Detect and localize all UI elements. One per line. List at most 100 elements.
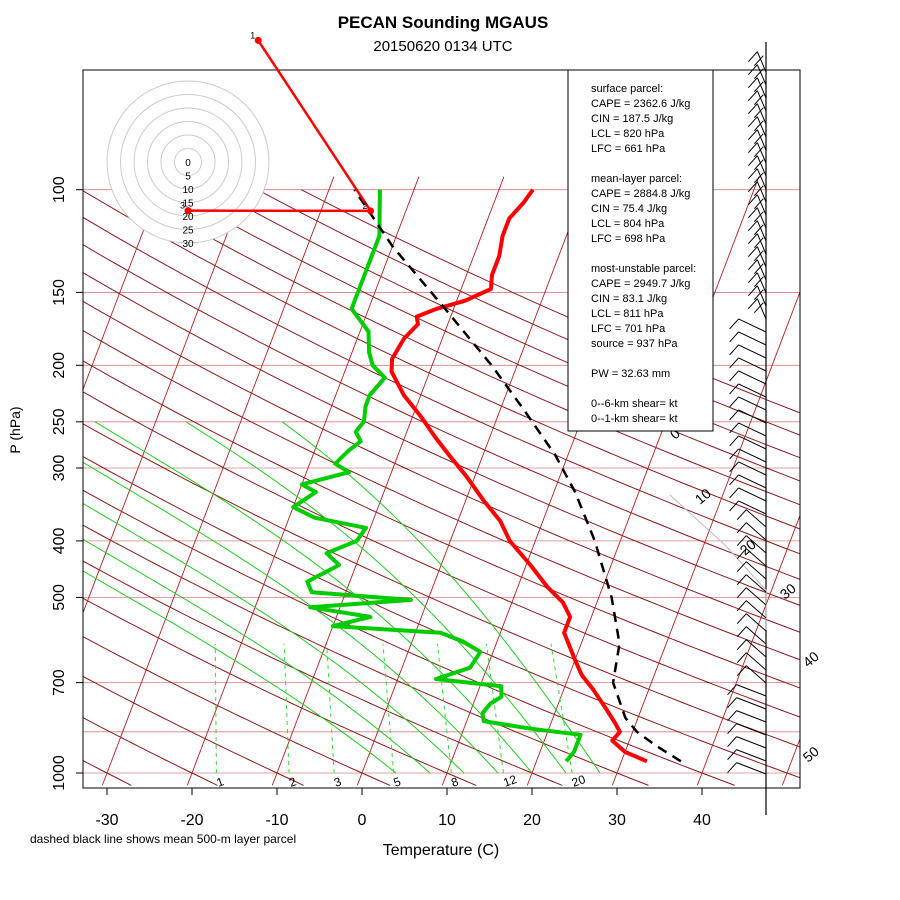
sounding-series	[291, 188, 682, 764]
parcel-info-line: most-unstable parcel:	[591, 263, 696, 275]
hodograph-ring-label: 30	[182, 239, 194, 250]
dry-adiabat	[83, 244, 800, 580]
hodograph-ring	[147, 121, 229, 203]
wind-barb	[745, 522, 767, 541]
wind-barb	[745, 639, 767, 658]
parcel-info-line: CIN = 83.1 J/kg	[591, 293, 667, 305]
wind-barb	[738, 357, 767, 372]
wind-barb-feather	[747, 246, 758, 257]
wind-barb-feather	[736, 522, 747, 534]
parcel-info-line: CIN = 75.4 J/kg	[591, 203, 667, 215]
y-tick-label: 150	[51, 279, 68, 306]
x-tick-label: 40	[693, 812, 711, 829]
hodograph: 0 5 10 15 20 25 30 1 2 3	[106, 30, 375, 250]
wind-barb	[756, 103, 767, 125]
wind-barbs	[669, 42, 767, 815]
wind-barb-feather	[753, 198, 764, 209]
y-tick-label: 500	[51, 584, 68, 611]
x-tick-label: -20	[180, 812, 203, 829]
wind-barb-feather	[729, 500, 739, 512]
wind-barb-feather	[729, 487, 739, 499]
wind-barb-feather	[736, 613, 747, 625]
moist-adiabat	[83, 461, 499, 774]
dry-adiabat	[83, 190, 800, 530]
wind-barb-feather	[747, 220, 758, 231]
hodograph-ring	[120, 94, 256, 230]
wind-barb-feather	[729, 448, 739, 460]
y-tick-label: 400	[51, 527, 68, 554]
wind-barb-feather	[729, 331, 739, 343]
isotherm-label: 50	[800, 743, 822, 765]
wind-barb	[736, 710, 767, 723]
parcel-info-line: LFC = 698 hPa	[591, 233, 666, 245]
chart-subtitle: 20150620 0134 UTC	[373, 38, 512, 55]
hodograph-ring	[106, 80, 270, 244]
wind-barb	[756, 259, 767, 281]
dry-adiabat	[124, 189, 800, 506]
parcel-info-line: source = 937 hPa	[591, 338, 678, 350]
dry-adiabat	[83, 717, 218, 786]
wind-barb	[756, 142, 767, 164]
wind-barb-feather	[727, 697, 737, 708]
wind-barb	[756, 181, 767, 203]
wind-barb	[738, 370, 767, 385]
wind-barb-feather	[736, 548, 747, 560]
mixing-ratio-label: 8	[449, 774, 460, 790]
isotherm-line	[186, 176, 420, 786]
wind-barb-feather	[747, 129, 758, 140]
wind-barb-feather	[729, 422, 739, 434]
hodograph-ring-label: 5	[185, 172, 191, 183]
dry-adiabat	[83, 636, 391, 786]
wind-barb-feather	[747, 90, 758, 101]
wind-barb-feather	[747, 272, 758, 283]
wind-barb	[745, 600, 767, 619]
hodograph-point	[367, 207, 375, 215]
mixing-ratio-line	[485, 643, 504, 774]
parcel-info-line: 0--6-km shear= kt	[591, 398, 678, 410]
wind-barb	[756, 233, 767, 255]
wind-barb-feather	[747, 298, 758, 309]
x-tick-label: 0	[358, 812, 367, 829]
isotherms	[83, 176, 800, 786]
hodograph-ring-label: 25	[182, 226, 194, 237]
wind-barb-feather	[753, 276, 764, 287]
parcel-info-line: CAPE = 2362.6 J/kg	[591, 98, 690, 110]
isotherm-label: 40	[800, 648, 822, 670]
wind-barb	[738, 500, 767, 515]
wind-barb-feather	[736, 626, 747, 638]
wind-barb-feather	[736, 509, 747, 521]
wind-barb-feather	[729, 435, 739, 447]
wind-barb-feather	[736, 652, 747, 664]
y-tick-label: 250	[51, 408, 68, 435]
wind-barb-feather	[753, 250, 764, 261]
wind-barb-feather	[747, 155, 758, 166]
dry-adiabat	[83, 272, 800, 606]
wind-barb-feather	[753, 211, 764, 222]
wind-barb-feather	[747, 233, 758, 244]
wind-barb	[745, 652, 767, 671]
hodograph-point-label: 3	[180, 201, 185, 211]
wind-barb-feather	[727, 749, 737, 760]
wind-barb	[756, 194, 767, 216]
y-tick-label: 200	[51, 352, 68, 379]
hodograph-point	[184, 207, 192, 215]
wind-barb	[756, 116, 767, 138]
wind-barb	[756, 168, 767, 190]
wind-barb-feather	[736, 574, 747, 586]
mixing-ratio-line	[326, 643, 335, 774]
wind-barb	[756, 246, 767, 268]
wind-barb	[745, 535, 767, 554]
parcel-info-line: 0--1-km shear= kt	[591, 413, 678, 425]
wind-barb-feather	[729, 474, 739, 486]
isotherm-line	[271, 176, 505, 786]
dry-adiabat	[257, 189, 800, 436]
wind-barb-feather	[747, 194, 758, 205]
parcel-info-line: LCL = 804 hPa	[591, 218, 665, 230]
dry-adiabat	[83, 597, 477, 786]
dry-adiabat	[212, 189, 800, 459]
dry-adiabat	[168, 189, 800, 482]
wind-barb	[738, 435, 767, 450]
wind-barb-feather	[747, 64, 758, 75]
wind-barb	[756, 285, 767, 307]
